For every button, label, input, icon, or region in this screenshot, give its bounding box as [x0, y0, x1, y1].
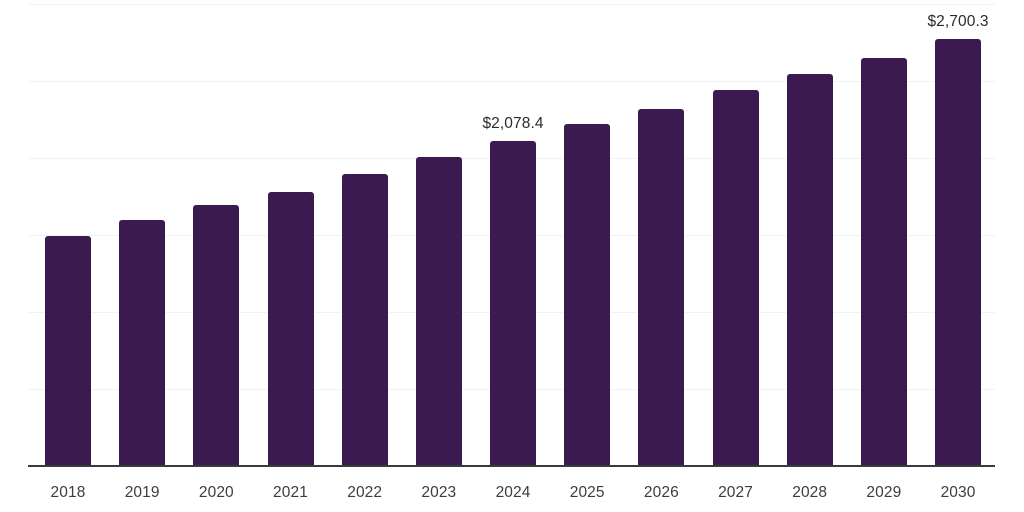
bar-2028[interactable]	[786, 74, 833, 465]
bar-2022[interactable]	[341, 174, 388, 465]
bar-2026[interactable]	[638, 109, 685, 465]
bar-value-label-2030: $2,700.3	[927, 13, 989, 30]
bar-2029[interactable]	[860, 58, 907, 465]
x-tick-label-2026: 2026	[643, 484, 679, 501]
bar-2025[interactable]	[564, 124, 611, 465]
x-tick-label-2027: 2027	[718, 484, 753, 501]
x-tick-label-2018: 2018	[50, 484, 86, 501]
bar-2024[interactable]	[490, 141, 537, 465]
bar-2027[interactable]	[712, 90, 759, 465]
x-tick-label-2029: 2029	[866, 484, 902, 501]
bar-2023[interactable]	[415, 157, 462, 465]
bar-2018[interactable]	[45, 236, 91, 465]
bar-2019[interactable]	[119, 220, 166, 465]
x-tick-label-2025: 2025	[569, 484, 605, 501]
x-tick-label-2019: 2019	[124, 484, 160, 501]
x-tick-label-2022: 2022	[347, 484, 383, 501]
bar-2020[interactable]	[193, 205, 240, 465]
x-tick-label-2030: 2030	[940, 484, 976, 501]
x-tick-label-2024: 2024	[495, 484, 531, 501]
x-tick-label-2028: 2028	[792, 484, 828, 501]
bar-2030[interactable]	[935, 39, 982, 465]
bar-value-label-2024: $2,078.4	[482, 115, 544, 132]
x-tick-label-2020: 2020	[198, 484, 234, 501]
x-tick-label-2023: 2023	[421, 484, 457, 501]
bar-2021[interactable]	[267, 192, 314, 465]
x-axis-line	[28, 465, 995, 467]
x-tick-label-2021: 2021	[273, 484, 308, 501]
